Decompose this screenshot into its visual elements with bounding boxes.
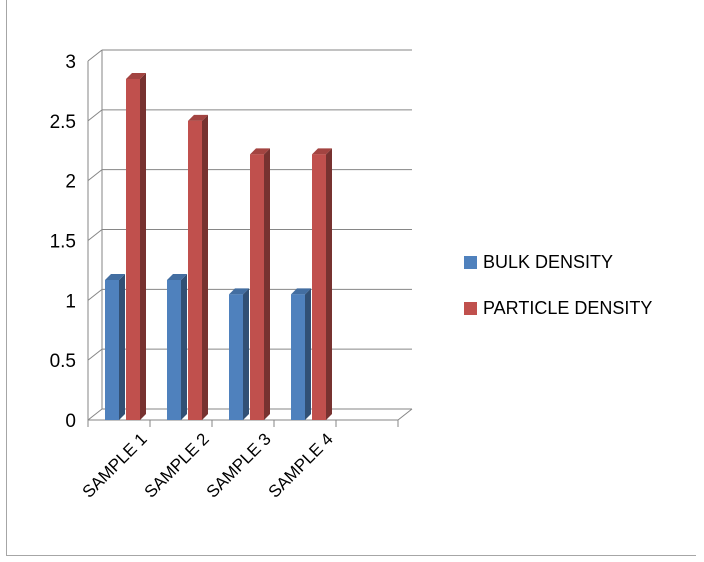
- bar-top: [291, 288, 311, 295]
- bar-particle-density: [312, 148, 332, 420]
- bar-particle-density: [250, 148, 270, 420]
- gridline-diagonal: [87, 49, 103, 62]
- gridline-diagonal: [87, 408, 103, 421]
- y-tick-label: 0: [65, 411, 76, 432]
- bar-top: [126, 72, 146, 79]
- bars: [105, 72, 332, 420]
- y-tick-label: 2: [65, 172, 76, 193]
- bar-top: [312, 148, 332, 155]
- bar-front: [312, 154, 326, 420]
- bar-front: [105, 279, 119, 420]
- bar-top: [167, 273, 187, 280]
- bar-top: [229, 288, 249, 295]
- bar-front: [167, 279, 181, 420]
- chart-frame: [6, 0, 696, 556]
- legend: BULK DENSITY PARTICLE DENSITY: [464, 250, 652, 342]
- bar-side: [140, 72, 146, 420]
- bar-side: [119, 273, 125, 420]
- bar-top: [250, 148, 270, 155]
- bar-bulk-density: [291, 288, 311, 420]
- bar-front: [188, 120, 202, 420]
- legend-item-bulk-density: BULK DENSITY: [464, 250, 652, 274]
- bar-front: [126, 78, 140, 420]
- y-tick-label: 2.5: [50, 112, 76, 133]
- bar-side: [181, 273, 187, 420]
- y-tick-label: 1: [65, 291, 76, 312]
- bar-bulk-density: [105, 273, 125, 420]
- legend-swatch-bulk-density: [464, 255, 477, 269]
- legend-swatch-particle-density: [464, 301, 477, 315]
- bar-side: [326, 148, 332, 420]
- bar-particle-density: [126, 72, 146, 420]
- bar-side: [243, 288, 249, 420]
- x-tick-label: SAMPLE 3: [203, 429, 275, 501]
- gridline-diagonal: [87, 348, 103, 361]
- gridline-diagonal: [87, 229, 103, 241]
- bar-front: [250, 154, 264, 420]
- gridline-diagonal: [87, 109, 103, 122]
- bar-side: [305, 288, 311, 420]
- bar-top: [188, 114, 208, 121]
- bar-bulk-density: [167, 273, 187, 420]
- legend-item-particle-density: PARTICLE DENSITY: [464, 296, 652, 320]
- x-tick-label: SAMPLE 2: [141, 429, 213, 501]
- gridline-diagonal: [87, 169, 103, 182]
- y-tick-label: 0.5: [50, 351, 76, 372]
- gridline-diagonal: [87, 288, 103, 301]
- bar-front: [291, 294, 305, 420]
- y-tick-label: 3: [65, 52, 76, 73]
- bar-particle-density: [188, 114, 208, 420]
- x-tick-label: SAMPLE 1: [79, 429, 151, 501]
- bar-side: [202, 114, 208, 420]
- y-tick-label: 1.5: [50, 232, 76, 253]
- bar-top: [105, 273, 125, 280]
- bar-bulk-density: [229, 288, 249, 420]
- legend-label-particle-density: PARTICLE DENSITY: [483, 297, 653, 318]
- bar-front: [229, 294, 243, 420]
- legend-label-bulk-density: BULK DENSITY: [483, 251, 614, 272]
- x-tick-label: SAMPLE 4: [265, 429, 337, 501]
- floor-edge: [397, 408, 413, 421]
- bar-side: [264, 148, 270, 420]
- y-tick-labels: 0 0.5 1 1.5 2 2.5 3: [50, 52, 76, 432]
